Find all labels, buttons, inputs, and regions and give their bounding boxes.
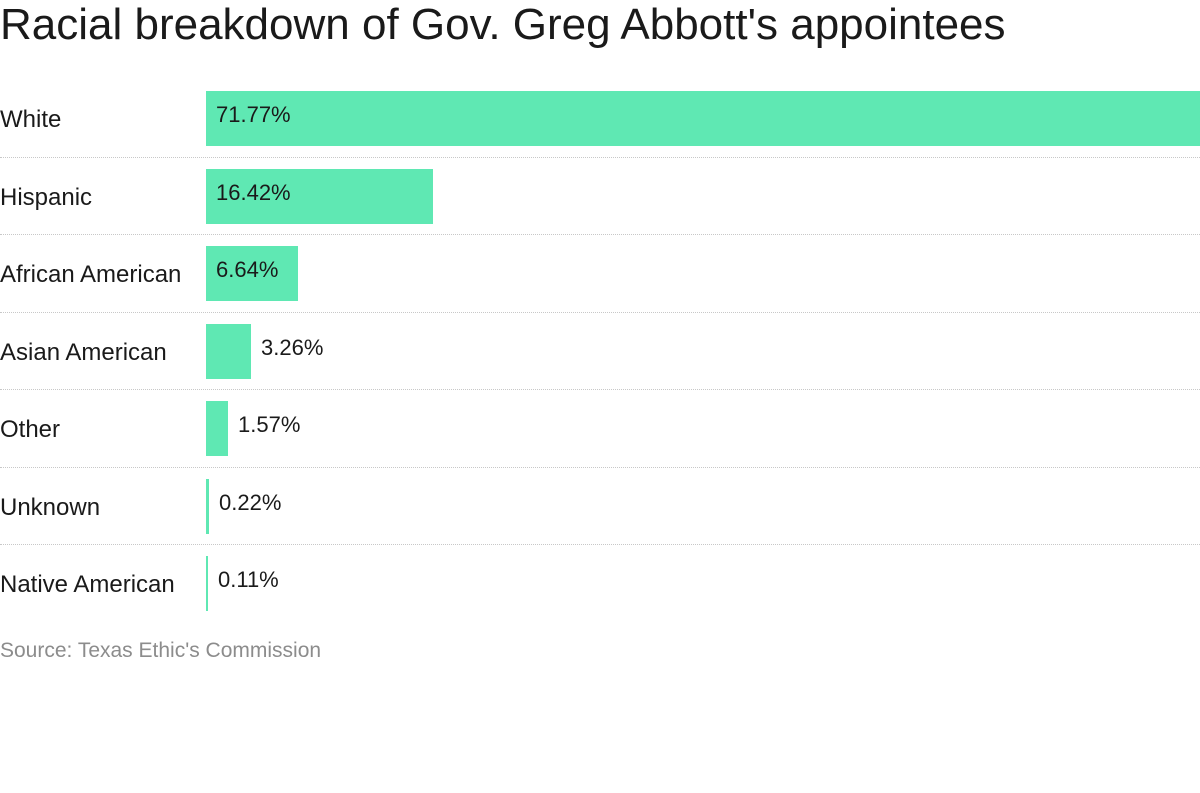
category-label-hispanic: Hispanic	[0, 183, 93, 211]
category-label-native-american: Native American	[0, 571, 175, 598]
bar-african-american	[206, 246, 298, 301]
bar-asian-american	[206, 323, 251, 379]
value-label-asian-american: 3.26%	[261, 334, 324, 360]
bar-row-hispanic: Hispanic 16.42%	[0, 158, 1200, 235]
bar-row-native-american: Native American 0.11%	[0, 545, 1200, 623]
value-label-hispanic: 16.42%	[216, 179, 291, 205]
bar-row-asian-american: Asian American 3.26%	[0, 313, 1200, 390]
bar-row-african-american: African American 6.64%	[0, 235, 1200, 313]
bar-unknown	[206, 478, 209, 534]
bar-chart: White 71.77% Hispanic 16.42% African America…	[0, 80, 1200, 623]
category-label-other: Other	[0, 416, 61, 443]
chart-title: Racial breakdown of Gov. Greg Abbott's a…	[0, 0, 1006, 49]
value-label-white: 71.77%	[216, 102, 291, 127]
bar-native-american	[206, 556, 208, 611]
category-label-african-american: African American	[0, 261, 182, 288]
category-label-white: White	[0, 106, 62, 133]
value-label-unknown: 0.22%	[219, 489, 282, 515]
category-label-asian-american: Asian American	[0, 338, 167, 366]
category-label-unknown: Unknown	[0, 493, 101, 521]
value-label-other: 1.57%	[238, 412, 301, 437]
bar-white	[206, 91, 1200, 146]
value-label-native-american: 0.11%	[218, 567, 279, 592]
bar-hispanic	[206, 168, 433, 224]
bar-other	[206, 401, 228, 456]
value-label-african-american: 6.64%	[216, 257, 279, 282]
bar-row-other: Other 1.57%	[0, 390, 1200, 468]
source-note: Source: Texas Ethic's Commission	[0, 639, 322, 662]
bar-row-white: White 71.77%	[0, 80, 1200, 158]
bar-row-unknown: Unknown 0.22%	[0, 468, 1200, 545]
